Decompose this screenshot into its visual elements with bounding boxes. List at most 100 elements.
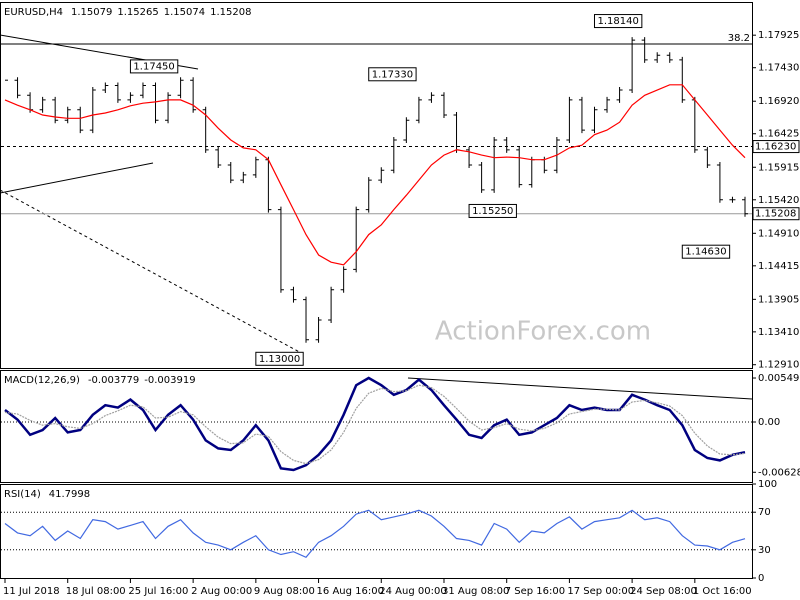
price-bar [252, 156, 259, 178]
price-bar [591, 106, 598, 134]
price-bar [478, 161, 485, 193]
y-tick-label: 0.00 [758, 417, 780, 428]
y-tick-label: 1.14910 [758, 228, 799, 239]
price-callout: 1.13000 [259, 354, 300, 365]
readout: 41.7998 [49, 489, 90, 500]
rsi-panel [0, 484, 753, 579]
price-callout-box [368, 67, 417, 82]
panel-title: RSI(14) [4, 489, 41, 500]
price-bar [641, 37, 648, 63]
price-callout-box [468, 203, 517, 218]
readout: 1.15265 [117, 7, 158, 18]
x-tick-label: 11 Jul 2018 [3, 586, 60, 597]
price-bar [604, 96, 611, 113]
readout: 1.15208 [210, 7, 251, 18]
price-bar [340, 266, 347, 293]
price-bar [52, 96, 59, 124]
price-bar [215, 146, 222, 168]
price-callout: 1.18140 [597, 16, 638, 27]
y-tick-label: 1.13905 [758, 294, 799, 305]
price-bar [303, 296, 310, 343]
y-tick-label: 100 [758, 479, 777, 490]
price-bar [102, 82, 109, 94]
x-tick-label: 2 Aug 00:00 [191, 586, 252, 597]
price-callout: 1.15250 [472, 206, 513, 217]
price-bar [503, 136, 510, 153]
price-bar [39, 96, 46, 113]
price-bar [139, 82, 146, 99]
price-bar [290, 286, 297, 303]
price-bar [378, 167, 385, 184]
price-bar [704, 146, 711, 168]
price-label: 1.16230 [755, 142, 796, 153]
series-line [4, 509, 746, 559]
price-bar [654, 52, 661, 63]
price-bar [328, 286, 335, 324]
series-line [4, 84, 746, 266]
y-tick-label: 1.17925 [758, 30, 799, 41]
readout: -0.003779 [88, 375, 139, 386]
price-callout: 1.14630 [685, 247, 726, 258]
price-bar [440, 92, 447, 119]
price-panel [0, 2, 753, 369]
price-bar [742, 196, 748, 217]
series-line [4, 376, 746, 472]
price-callout-box [593, 14, 643, 29]
x-tick-label: 1 Oct 16:00 [693, 586, 752, 597]
price-bar [578, 96, 585, 134]
price-bar [353, 206, 360, 273]
price-callout-box [681, 244, 731, 259]
price-bar [365, 177, 372, 213]
price-bar [152, 82, 159, 124]
price-bar [190, 77, 197, 113]
price-bar [516, 146, 523, 188]
price-bar [77, 106, 84, 134]
macd-panel [0, 370, 753, 483]
price-bar [616, 87, 623, 103]
price-bar [114, 82, 121, 103]
readout: -0.003919 [144, 375, 195, 386]
x-tick-label: 31 Aug 08:00 [442, 586, 509, 597]
price-bar [165, 92, 172, 124]
price-bar [315, 317, 322, 343]
price-bar [415, 96, 422, 124]
price-bar [390, 136, 397, 174]
price-callout: 1.17450 [133, 61, 174, 72]
price-label-box [752, 140, 800, 154]
x-tick-label: 18 Jul 08:00 [66, 586, 126, 597]
y-tick-label: 0 [758, 573, 764, 584]
price-bar [403, 117, 410, 143]
x-tick-label: 25 Jul 16:00 [128, 586, 188, 597]
price-label-box [752, 207, 800, 221]
x-tick-label: 9 Aug 08:00 [254, 586, 315, 597]
price-bar [629, 37, 636, 94]
y-tick-label: 1.16920 [758, 96, 799, 107]
price-callout-box [129, 59, 179, 74]
price-bar [89, 87, 96, 134]
y-tick-label: 1.14415 [758, 261, 799, 272]
x-tick-label: 16 Aug 16:00 [317, 586, 384, 597]
price-label: 1.15208 [755, 209, 796, 220]
y-tick-label: 0.005498 [758, 373, 800, 384]
y-tick-label: -0.006283 [758, 467, 800, 478]
price-bar [491, 136, 498, 193]
trend-line [407, 377, 753, 400]
price-bar [14, 77, 21, 99]
price-bar [666, 52, 673, 63]
price-bar [177, 77, 184, 99]
series-line [4, 384, 746, 465]
y-tick-label: 1.13410 [758, 327, 799, 338]
price-bar [64, 106, 71, 124]
price-callout-box [255, 351, 304, 366]
trend-line [0, 162, 154, 194]
price-bar [428, 92, 435, 103]
price-bar [679, 56, 686, 103]
price-bar [127, 92, 134, 103]
x-tick-label: 24 Aug 00:00 [379, 586, 446, 597]
y-tick-label: 1.16425 [758, 129, 799, 140]
trend-line [0, 189, 306, 356]
readout: 1.15079 [71, 7, 112, 18]
price-bar [566, 96, 573, 143]
x-tick-label: 24 Sep 08:00 [630, 586, 697, 597]
